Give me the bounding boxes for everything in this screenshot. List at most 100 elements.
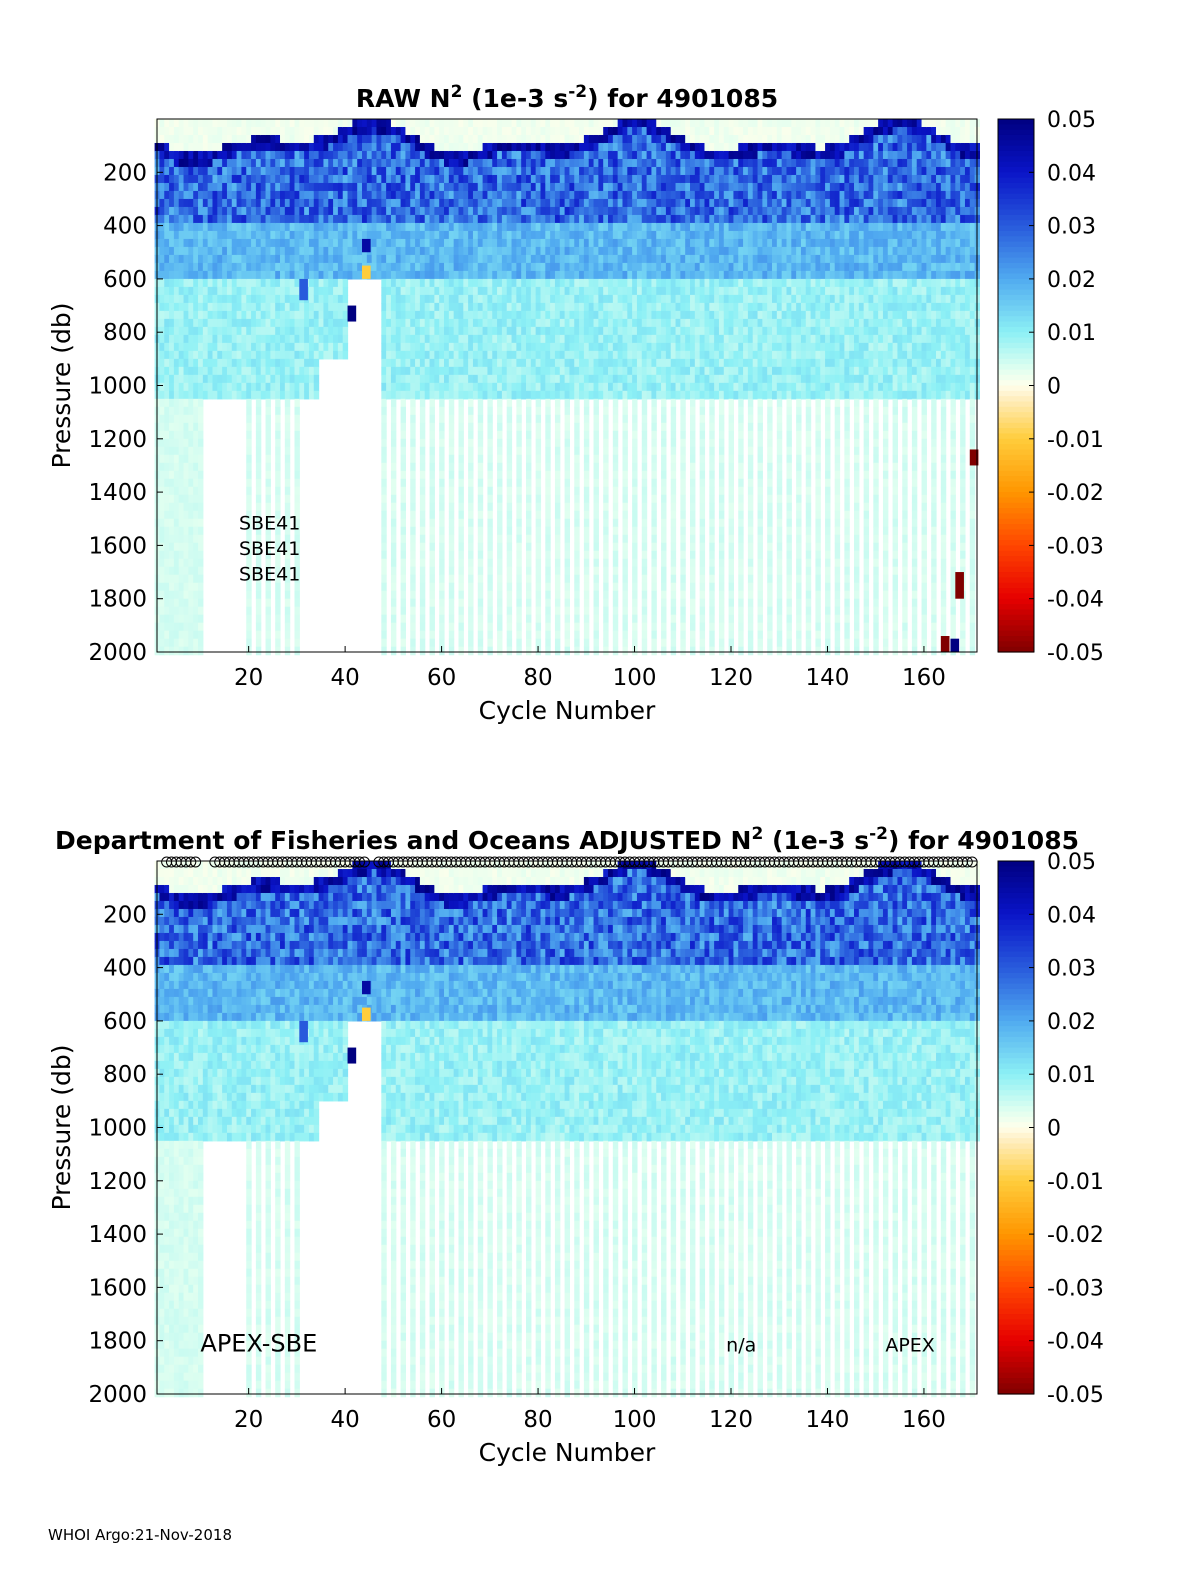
heatmap-cell bbox=[419, 470, 426, 480]
heatmap-cell bbox=[217, 270, 223, 280]
heatmap-cell bbox=[313, 238, 320, 248]
heatmap-cell bbox=[439, 254, 445, 264]
heatmap-cell bbox=[622, 406, 628, 416]
heatmap-cell bbox=[497, 462, 503, 472]
heatmap-cell bbox=[564, 262, 570, 272]
heatmap-cell bbox=[651, 262, 657, 272]
heatmap-cell bbox=[636, 366, 643, 376]
heatmap-cell bbox=[501, 382, 508, 392]
heatmap-cell bbox=[217, 134, 223, 144]
heatmap-cell bbox=[410, 318, 416, 328]
heatmap-cell bbox=[284, 374, 291, 384]
heatmap-cell bbox=[444, 302, 450, 312]
heatmap-cell bbox=[501, 142, 508, 152]
heatmap-cell bbox=[579, 334, 585, 344]
heatmap-cell bbox=[564, 310, 570, 320]
heatmap-cell bbox=[159, 206, 165, 216]
heatmap-cell bbox=[487, 566, 493, 576]
heatmap-cell bbox=[183, 182, 189, 192]
heatmap-cell bbox=[661, 126, 667, 136]
heatmap-cell bbox=[347, 182, 353, 192]
heatmap-cell bbox=[251, 134, 257, 144]
heatmap-cell bbox=[308, 134, 315, 144]
heatmap-cell bbox=[188, 166, 194, 176]
heatmap-cell bbox=[241, 310, 247, 320]
heatmap-cell bbox=[583, 214, 590, 224]
heatmap-cell bbox=[164, 318, 170, 328]
heatmap-cell bbox=[260, 270, 267, 280]
heatmap-cell bbox=[497, 446, 503, 456]
heatmap-cell bbox=[439, 206, 445, 216]
heatmap-cell bbox=[405, 358, 411, 368]
heatmap-cell bbox=[313, 254, 320, 264]
heatmap-cell bbox=[641, 119, 648, 128]
heatmap-cell bbox=[202, 134, 209, 144]
heatmap-cell bbox=[468, 438, 474, 448]
heatmap-cell bbox=[198, 550, 204, 560]
heatmap-cell bbox=[477, 478, 484, 488]
heatmap-cell bbox=[333, 158, 339, 168]
heatmap-cell bbox=[183, 326, 189, 336]
heatmap-cell bbox=[429, 254, 435, 264]
heatmap-cell bbox=[337, 158, 344, 168]
heatmap-cell bbox=[222, 254, 228, 264]
heatmap-cell bbox=[453, 262, 460, 272]
heatmap-cell bbox=[439, 622, 445, 632]
heatmap-cell bbox=[608, 134, 614, 144]
heatmap-cell bbox=[357, 246, 363, 256]
heatmap-cell bbox=[487, 310, 493, 320]
heatmap-cell bbox=[164, 310, 170, 320]
heatmap-cell bbox=[646, 166, 652, 176]
heatmap-cell bbox=[521, 214, 527, 224]
heatmap-cell bbox=[641, 462, 648, 472]
heatmap-cell bbox=[487, 238, 493, 248]
heatmap-cell bbox=[574, 270, 580, 280]
heatmap-cell bbox=[410, 286, 416, 296]
heatmap-cell bbox=[405, 382, 411, 392]
heatmap-cell bbox=[419, 558, 426, 568]
heatmap-cell bbox=[284, 334, 291, 344]
heatmap-cell bbox=[236, 334, 242, 344]
heatmap-cell bbox=[506, 286, 513, 296]
heatmap-cell bbox=[337, 198, 344, 208]
heatmap-cell bbox=[501, 134, 508, 144]
heatmap-cell bbox=[646, 214, 652, 224]
heatmap-cell bbox=[516, 614, 522, 624]
heatmap-cell bbox=[342, 222, 349, 232]
heatmap-cell bbox=[246, 438, 252, 448]
heatmap-cell bbox=[193, 646, 199, 656]
heatmap-cell bbox=[226, 142, 233, 152]
heatmap-cell bbox=[226, 119, 233, 128]
heatmap-cell bbox=[448, 310, 455, 320]
heatmap-cell bbox=[289, 166, 296, 176]
heatmap-cell bbox=[545, 214, 551, 224]
heatmap-cell bbox=[477, 254, 484, 264]
heatmap-cell bbox=[574, 126, 580, 136]
heatmap-cell bbox=[198, 190, 204, 200]
heatmap-cell bbox=[559, 198, 566, 208]
heatmap-cell bbox=[627, 198, 633, 208]
heatmap-cell bbox=[564, 646, 570, 656]
heatmap-cell bbox=[608, 230, 614, 240]
heatmap-cell bbox=[289, 262, 296, 272]
heatmap-cell bbox=[231, 310, 238, 320]
heatmap-cell bbox=[550, 254, 556, 264]
heatmap-cell bbox=[448, 286, 455, 296]
heatmap-cell bbox=[333, 334, 339, 344]
heatmap-cell bbox=[497, 550, 503, 560]
heatmap-cell bbox=[583, 446, 590, 456]
heatmap-cell bbox=[270, 294, 276, 304]
heatmap-cell bbox=[612, 166, 619, 176]
heatmap-cell bbox=[183, 478, 189, 488]
heatmap-cell bbox=[487, 598, 493, 608]
heatmap-cell bbox=[226, 134, 233, 144]
heatmap-cell bbox=[159, 222, 165, 232]
heatmap-cell bbox=[164, 574, 170, 584]
heatmap-cell bbox=[448, 198, 455, 208]
heatmap-cell bbox=[255, 310, 262, 320]
heatmap-cell bbox=[270, 302, 276, 312]
heatmap-cell bbox=[583, 518, 590, 528]
heatmap-cell bbox=[429, 510, 435, 520]
heatmap-cell bbox=[275, 358, 281, 368]
heatmap-cell bbox=[178, 190, 185, 200]
